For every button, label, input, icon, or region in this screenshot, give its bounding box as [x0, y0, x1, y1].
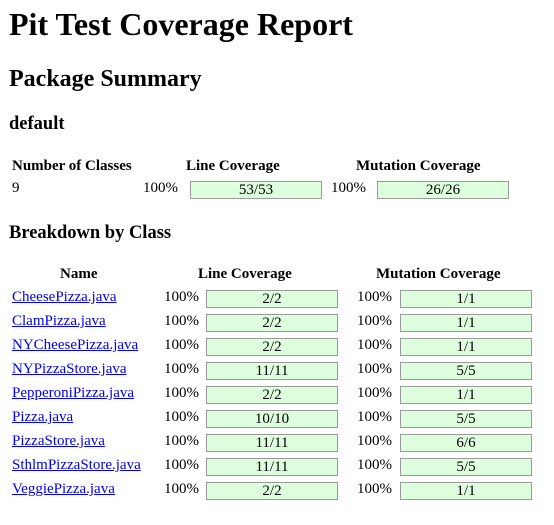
class-mutation-coverage-bar: 1/1	[400, 314, 532, 332]
class-line-percent: 100%	[164, 409, 199, 425]
class-line-coverage-bar: 11/11	[206, 458, 338, 476]
class-mutation-percent: 100%	[357, 385, 392, 401]
class-mutation-coverage-bar: 1/1	[400, 338, 532, 356]
class-mutation-coverage-bar: 1/1	[400, 290, 532, 308]
class-line-percent: 100%	[164, 433, 199, 449]
class-mutation-percent: 100%	[357, 409, 392, 425]
summary-mutation-percent: 100%	[331, 180, 366, 196]
class-line-coverage-bar: 2/2	[206, 482, 338, 500]
class-line-coverage-bar: 11/11	[206, 362, 338, 380]
class-link[interactable]: CheesePizza.java	[12, 289, 117, 305]
class-mutation-coverage-bar: 6/6	[400, 434, 532, 452]
class-line-percent: 100%	[164, 337, 199, 353]
class-mutation-coverage-bar: 5/5	[400, 410, 532, 428]
class-line-percent: 100%	[164, 385, 199, 401]
class-line-coverage-bar: 10/10	[206, 410, 338, 428]
class-mutation-coverage-bar: 1/1	[400, 386, 532, 404]
class-line-percent: 100%	[164, 457, 199, 473]
summary-mutation-coverage-bar: 26/26	[377, 181, 509, 199]
package-name: default	[9, 114, 65, 134]
number-of-classes-value: 9	[12, 180, 20, 196]
class-mutation-coverage-bar: 5/5	[400, 458, 532, 476]
class-line-coverage-bar: 2/2	[206, 386, 338, 404]
class-mutation-percent: 100%	[357, 457, 392, 473]
class-line-coverage-bar: 11/11	[206, 434, 338, 452]
breakdown-heading: Breakdown by Class	[9, 223, 172, 243]
class-link[interactable]: PepperoniPizza.java	[12, 385, 135, 401]
class-link[interactable]: NYCheesePizza.java	[12, 337, 139, 353]
class-line-percent: 100%	[164, 361, 199, 377]
class-line-percent: 100%	[164, 289, 199, 305]
number-of-classes-header: Number of Classes	[12, 158, 132, 174]
class-line-coverage-bar: 2/2	[206, 338, 338, 356]
class-link[interactable]: PizzaStore.java	[12, 433, 105, 449]
class-line-coverage-bar: 2/2	[206, 290, 338, 308]
page-title: Pit Test Coverage Report	[9, 6, 353, 42]
class-line-percent: 100%	[164, 481, 199, 497]
class-link[interactable]: SthlmPizzaStore.java	[12, 457, 141, 473]
class-line-percent: 100%	[164, 313, 199, 329]
package-summary-heading: Package Summary	[9, 66, 202, 92]
class-link[interactable]: NYPizzaStore.java	[12, 361, 127, 377]
class-link[interactable]: Pizza.java	[12, 409, 74, 425]
class-mutation-percent: 100%	[357, 289, 392, 305]
summary-mutation-coverage-header: Mutation Coverage	[356, 158, 481, 174]
class-mutation-coverage-bar: 1/1	[400, 482, 532, 500]
class-mutation-percent: 100%	[357, 433, 392, 449]
class-mutation-coverage-bar: 5/5	[400, 362, 532, 380]
class-mutation-percent: 100%	[357, 361, 392, 377]
class-mutation-percent: 100%	[357, 313, 392, 329]
summary-line-coverage-header: Line Coverage	[186, 158, 280, 174]
class-link[interactable]: ClamPizza.java	[12, 313, 106, 329]
breakdown-name-header: Name	[60, 266, 98, 282]
class-mutation-percent: 100%	[357, 337, 392, 353]
summary-line-percent: 100%	[143, 180, 178, 196]
class-mutation-percent: 100%	[357, 481, 392, 497]
class-line-coverage-bar: 2/2	[206, 314, 338, 332]
class-link[interactable]: VeggiePizza.java	[12, 481, 115, 497]
summary-line-coverage-bar: 53/53	[190, 181, 322, 199]
breakdown-mutation-coverage-header: Mutation Coverage	[376, 266, 501, 282]
breakdown-line-coverage-header: Line Coverage	[198, 266, 292, 282]
